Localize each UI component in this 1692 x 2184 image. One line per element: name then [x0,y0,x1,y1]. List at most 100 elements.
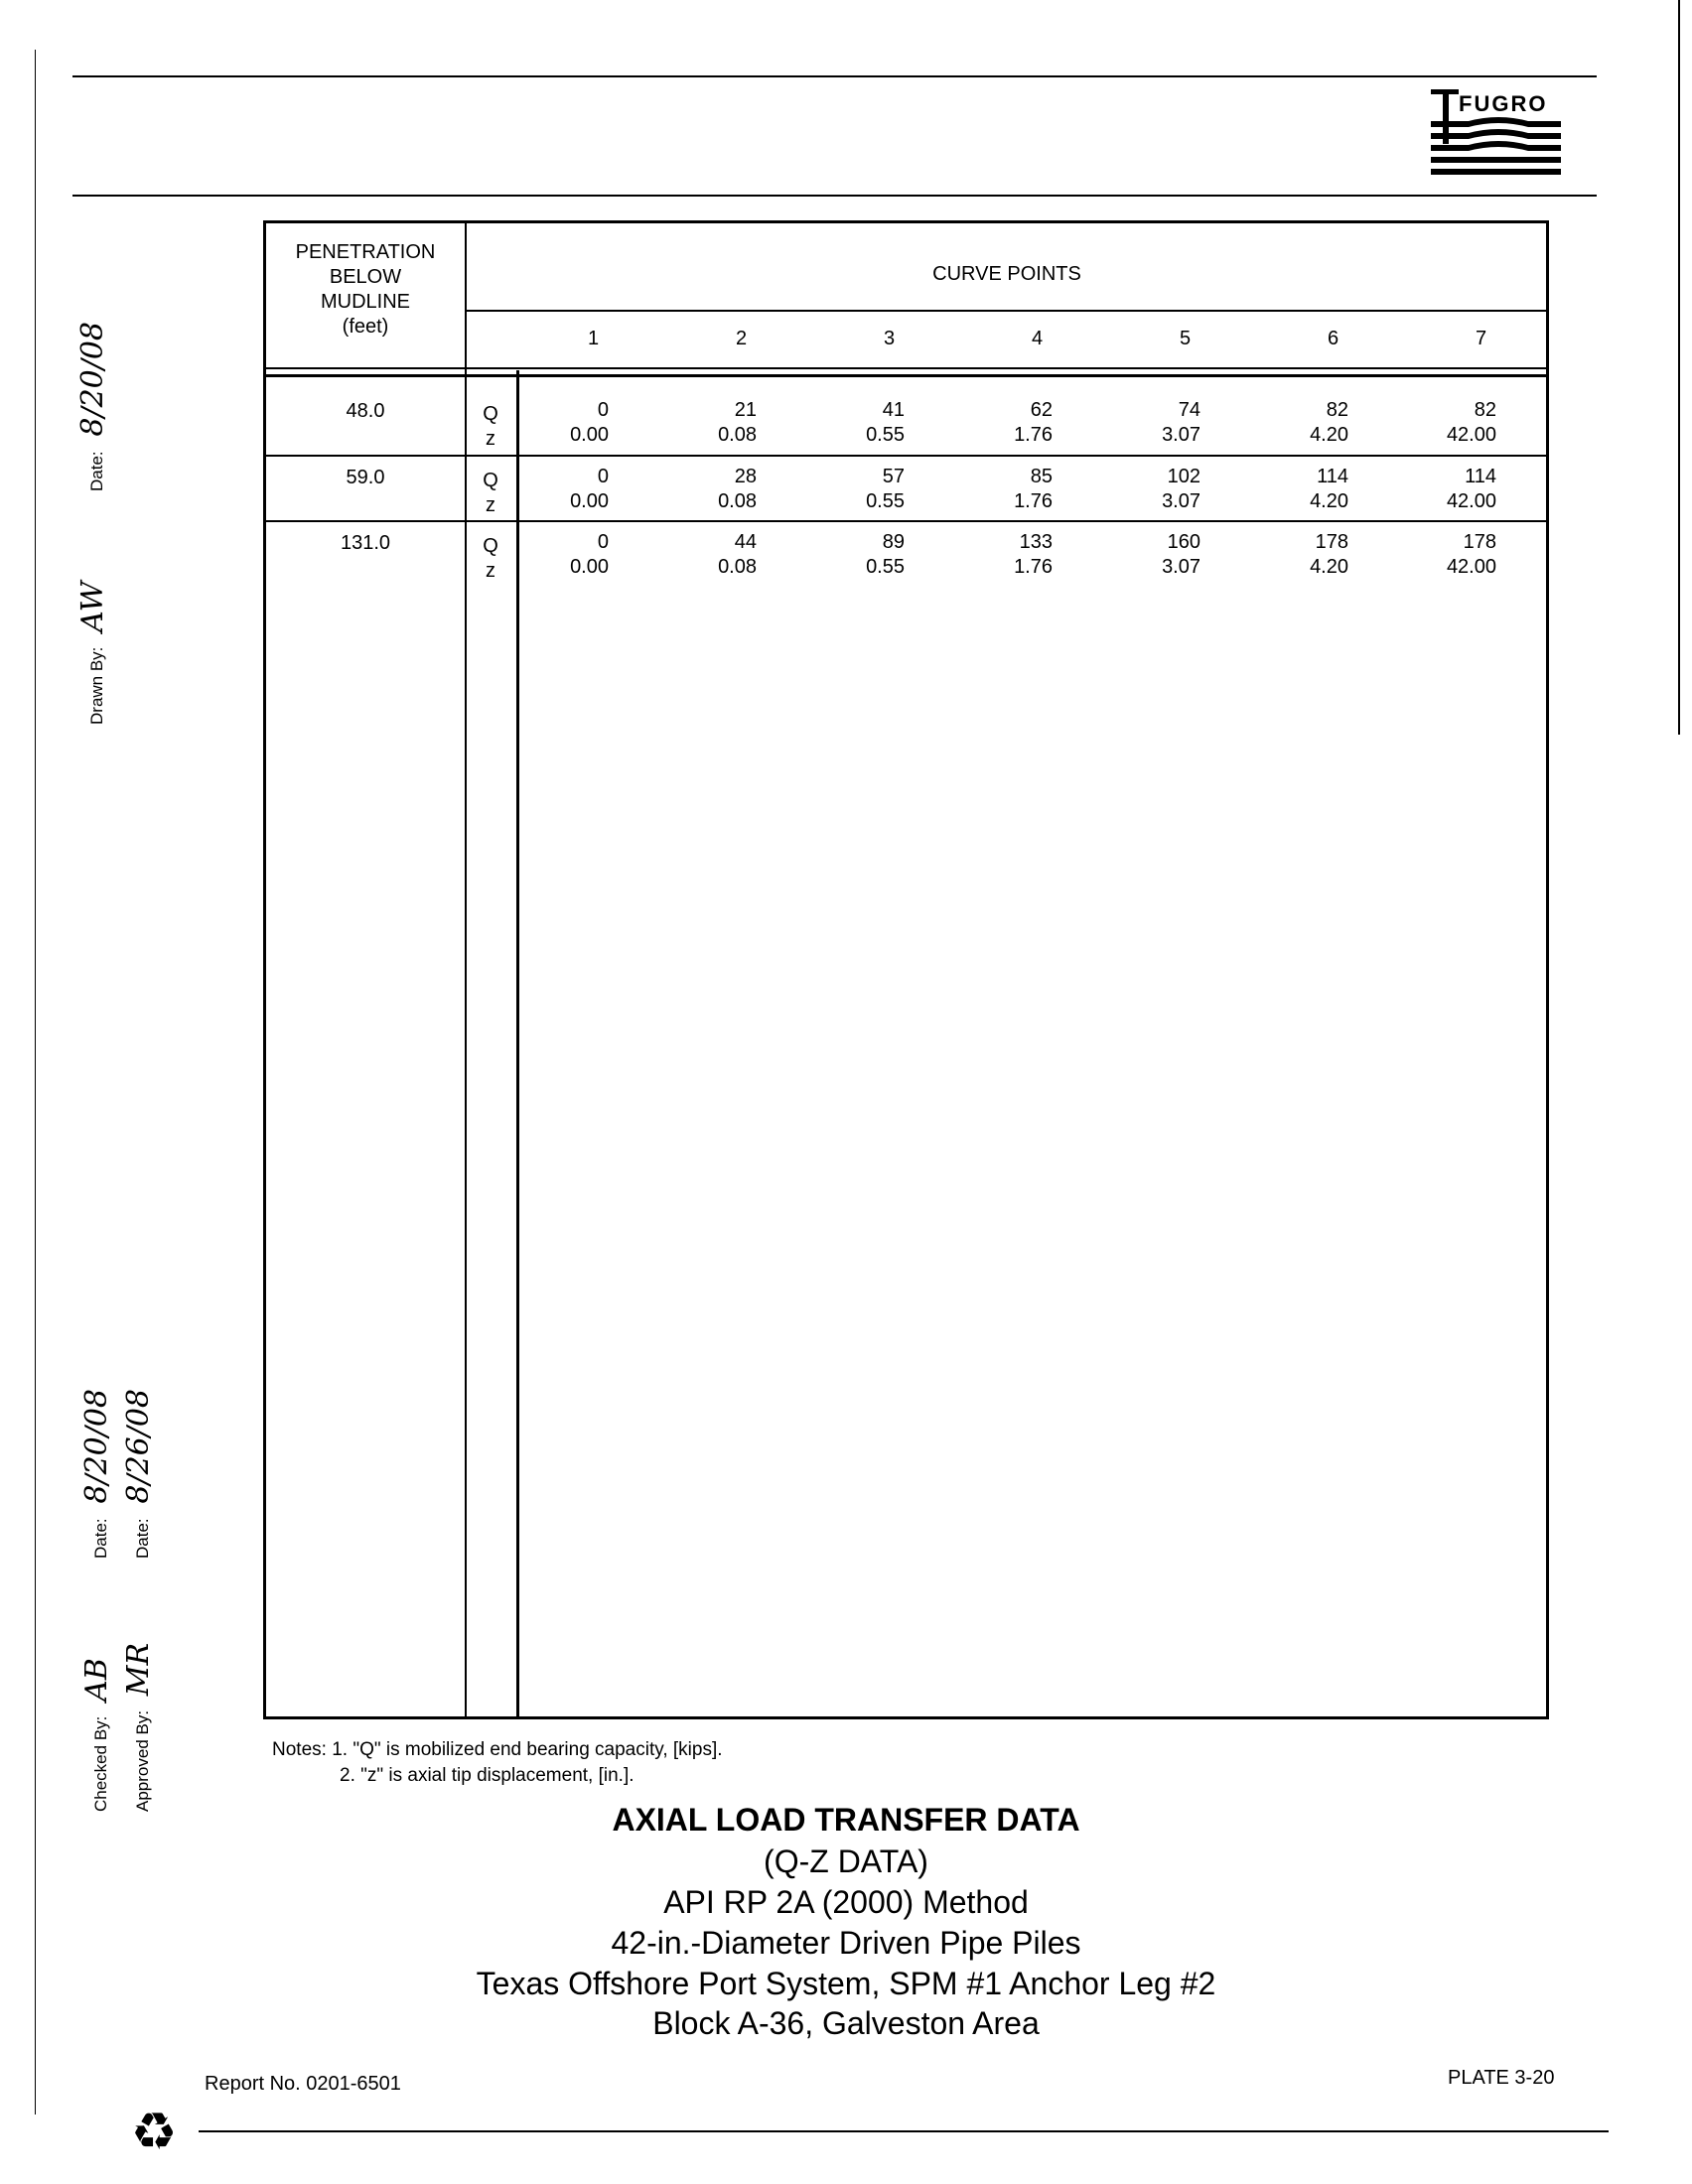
q-value: 114 [1317,466,1348,487]
q-value: 178 [1315,531,1348,553]
report-number: Report No. 0201-6501 [205,2073,401,2095]
q-value: 41 [882,399,905,421]
plate-title: AXIAL LOAD TRANSFER DATA [612,1802,1080,1838]
curve-point-number: 6 [1327,328,1340,349]
z-value: 0.55 [866,490,905,512]
checked-date-label: Date: [91,1518,110,1559]
q-value: 28 [734,466,757,487]
row-divider [465,310,1549,312]
curve-point-number: 4 [1031,328,1044,349]
curve-point-number: 1 [587,328,600,349]
q-value: 74 [1178,399,1200,421]
bottom-rule [199,2130,1609,2132]
row-divider [266,374,1549,377]
depth-value: 48.0 [346,400,385,422]
z-label: z [486,428,495,450]
header-line: BELOW [329,266,402,288]
q-value: 133 [1019,531,1053,553]
z-value: 3.07 [1162,556,1200,578]
q-value: 44 [734,531,757,553]
checked-by-block: Checked By: AB [79,1658,114,1812]
approved-by-label: Approved By: [133,1709,152,1812]
row-divider [266,367,1549,369]
checked-by-signature: AB [79,1658,114,1702]
subtitle-line: API RP 2A (2000) Method [663,1884,1029,1920]
curve-point-number: 5 [1179,328,1192,349]
curve-points-header: CURVE POINTS [932,263,1081,285]
q-value: 178 [1463,531,1496,553]
approved-date-signature: 8/26/08 [121,1388,156,1504]
approved-by-signature: MR [121,1642,156,1697]
header-rule [72,195,1597,197]
z-value: 0.08 [718,490,757,512]
approved-by-block: Approved By: MR [121,1643,156,1812]
q-value: 0 [597,466,609,487]
checked-date-signature: 8/20/08 [79,1388,114,1504]
curve-point-number: 2 [735,328,748,349]
q-value: 21 [734,399,757,421]
z-value: 1.76 [1014,556,1053,578]
q-label: Q [483,470,498,491]
z-value: 0.00 [570,556,609,578]
z-value: 0.00 [570,490,609,512]
drawn-by-block: Drawn By: AW [75,582,110,725]
header-line: PENETRATION [295,241,436,263]
drawn-by-signature: AW [75,581,110,632]
svg-text:FUGRO: FUGRO [1459,91,1547,116]
top-rule [72,75,1597,77]
subtitle-line: Block A-36, Galveston Area [652,2005,1040,2041]
z-value: 0.55 [866,556,905,578]
approved-date-block: Date: 8/26/08 [121,1389,156,1559]
z-value: 1.76 [1014,424,1053,446]
z-value: 4.20 [1310,556,1348,578]
note-item: 1. "Q" is mobilized end bearing capacity… [332,1739,723,1760]
notes: Notes: 1. "Q" is mobilized end bearing c… [272,1737,723,1789]
checked-by-label: Checked By: [91,1715,110,1812]
note-item: 2. "z" is axial tip displacement, [in.]. [340,1765,634,1786]
checked-date-block: Date: 8/20/08 [79,1389,114,1559]
z-value: 3.07 [1162,424,1200,446]
right-edge [1678,0,1680,735]
z-label: z [486,560,495,582]
q-value: 89 [882,531,905,553]
z-value: 0.55 [866,424,905,446]
subtitle-line: 42-in.-Diameter Driven Pipe Piles [611,1925,1081,1961]
q-value: 0 [597,531,609,553]
plate-number: PLATE 3-20 [1448,2067,1555,2089]
z-value: 1.76 [1014,490,1053,512]
approved-date-label: Date: [133,1518,152,1559]
z-value: 0.08 [718,556,757,578]
z-value: 42.00 [1446,424,1496,446]
q-value: 102 [1167,466,1200,487]
q-value: 82 [1474,399,1496,421]
col-divider [516,370,519,1717]
left-margin-line [35,50,36,2115]
subtitle-line: (Q-Z DATA) [764,1843,928,1879]
q-value: 82 [1326,399,1348,421]
penetration-header: PENETRATION BELOW MUDLINE (feet) [266,240,465,340]
depth-value: 131.0 [340,532,391,554]
z-value: 42.00 [1446,556,1496,578]
z-value: 0.08 [718,424,757,446]
q-value: 62 [1030,399,1053,421]
qz-data-table: PENETRATION BELOW MUDLINE (feet) CURVE P… [263,220,1549,1719]
q-value: 160 [1167,531,1200,553]
col-divider [465,223,467,1717]
drawn-by-label: Drawn By: [87,646,106,725]
row-divider [266,520,1549,522]
depth-value: 59.0 [346,467,385,488]
q-value: 114 [1465,466,1496,487]
q-value: 0 [597,399,609,421]
notes-label: Notes: [272,1739,327,1760]
z-value: 0.00 [570,424,609,446]
z-value: 4.20 [1310,490,1348,512]
fugro-logo: FUGRO [1429,87,1563,179]
header-line: MUDLINE [320,291,410,313]
subtitle-line: Texas Offshore Port System, SPM #1 Ancho… [476,1966,1216,2001]
q-value: 57 [882,466,905,487]
drawn-date-block: Date: 8/20/08 [75,322,110,491]
z-value: 42.00 [1446,490,1496,512]
z-label: z [486,494,495,516]
drawn-date-label: Date: [87,451,106,491]
drawn-date-signature: 8/20/08 [75,321,110,437]
